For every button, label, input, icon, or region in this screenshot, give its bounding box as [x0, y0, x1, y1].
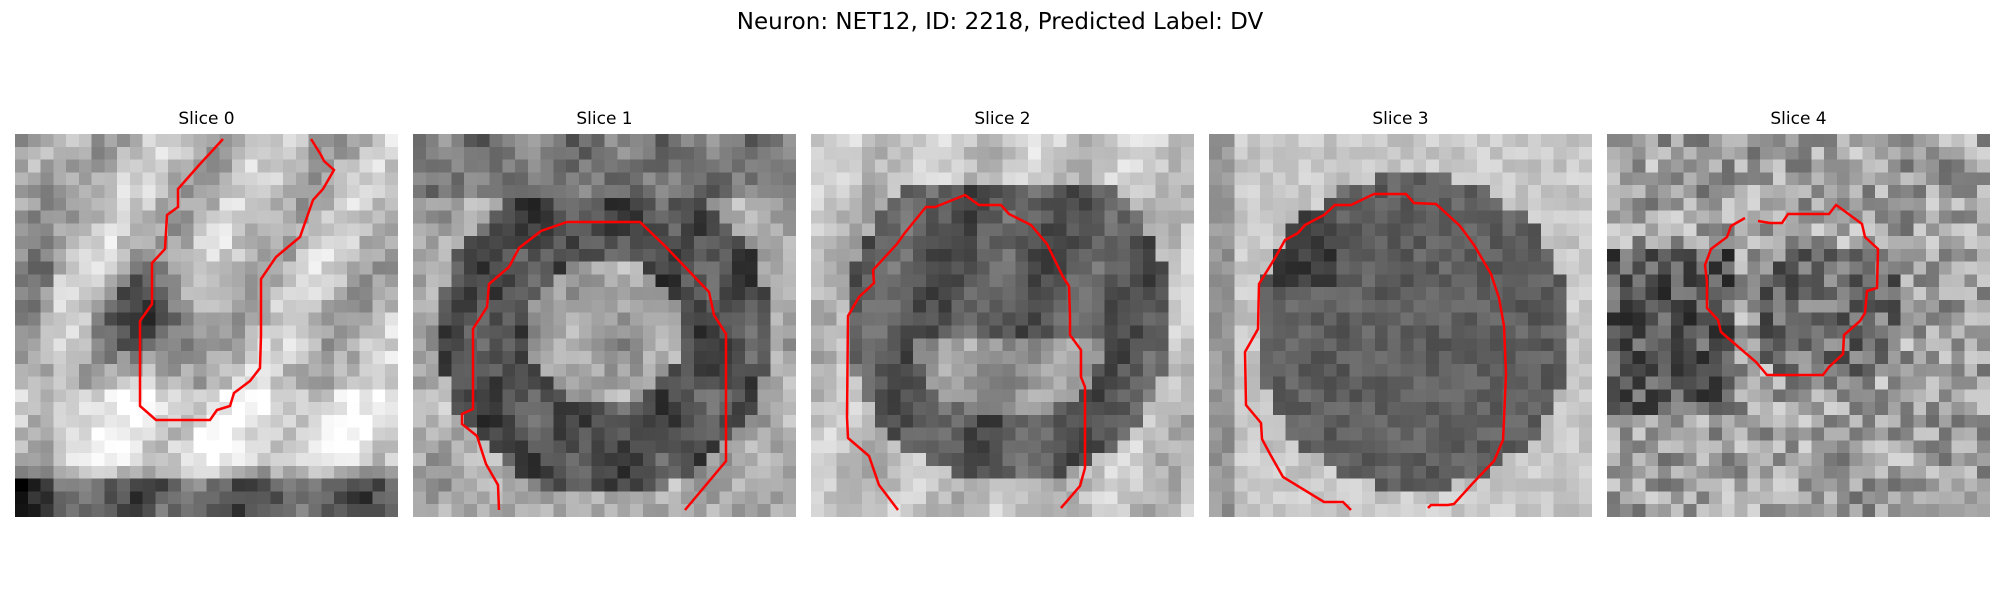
slice-0-contour-overlay	[138, 138, 336, 422]
slice-4-contour	[1703, 203, 1880, 377]
slice-2-contour	[845, 193, 1087, 511]
slice-4-title: Slice 4	[1770, 109, 1827, 129]
slice-4-image	[1607, 134, 1990, 517]
slice-2-title: Slice 2	[974, 109, 1031, 129]
slice-2-contour-overlay	[845, 193, 1087, 511]
figure-title: Neuron: NET12, ID: 2218, Predicted Label…	[736, 9, 1264, 35]
slice-0-image	[15, 134, 398, 517]
slice-3-image	[1209, 134, 1592, 517]
slice-3-grayscale-image	[1209, 134, 1592, 517]
slice-4-contour-overlay	[1703, 203, 1880, 377]
slice-0-contour	[138, 138, 336, 422]
slice-1-grayscale-image	[413, 134, 796, 517]
slice-3-title: Slice 3	[1372, 109, 1429, 129]
slice-1-image	[413, 134, 796, 517]
slice-1-contour-overlay	[460, 220, 728, 511]
slice-1-contour	[460, 220, 728, 511]
slice-0-title: Slice 0	[178, 109, 235, 129]
slice-4-grayscale-image	[1607, 134, 1990, 517]
slice-2-grayscale-image	[811, 134, 1194, 517]
slice-0-grayscale-image	[15, 134, 398, 517]
slice-2-image	[811, 134, 1194, 517]
slice-3-contour-overlay	[1243, 192, 1508, 511]
slice-3-contour	[1243, 192, 1508, 511]
slice-1-title: Slice 1	[576, 109, 633, 129]
